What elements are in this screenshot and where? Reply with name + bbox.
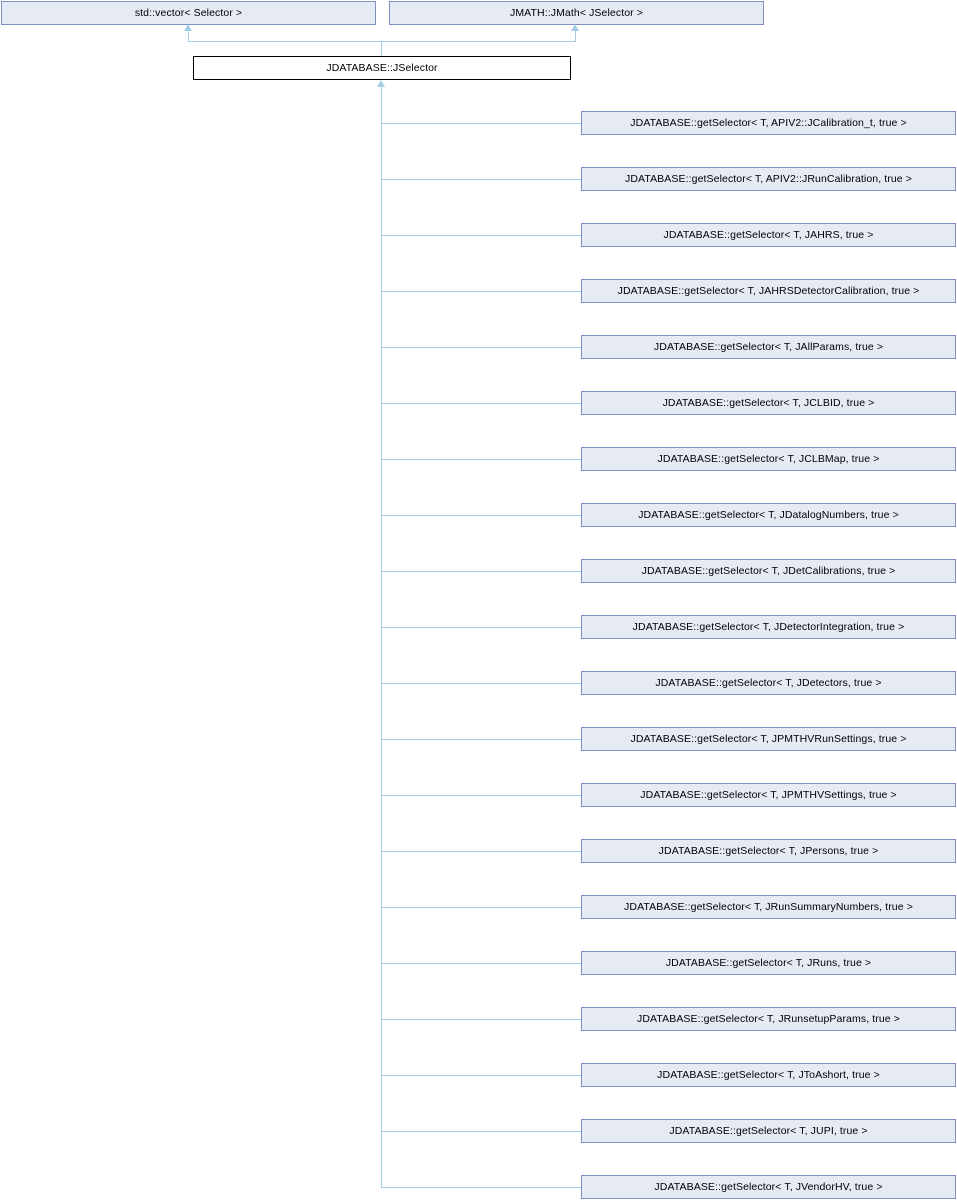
edge-connector-derived-2: [381, 179, 581, 180]
edge-connector-derived-13: [381, 795, 581, 796]
inheritance-arrow-to-jselector: [377, 80, 385, 87]
derived-class-box-17[interactable]: JDATABASE::getSelector< T, JRunsetupPara…: [581, 1007, 956, 1031]
derived-class-box-3[interactable]: JDATABASE::getSelector< T, JAHRS, true >: [581, 223, 956, 247]
edge-connector-derived-4: [381, 291, 581, 292]
derived-class-box-11[interactable]: JDATABASE::getSelector< T, JDetectors, t…: [581, 671, 956, 695]
base-class-box-jmath[interactable]: JMATH::JMath< JSelector >: [389, 1, 764, 25]
edge-connector-derived-5: [381, 347, 581, 348]
edge-connector-derived-6: [381, 403, 581, 404]
edge-connector-derived-8: [381, 515, 581, 516]
derived-class-box-2[interactable]: JDATABASE::getSelector< T, APIV2::JRunCa…: [581, 167, 956, 191]
edge-connector-derived-9: [381, 571, 581, 572]
edge-connector-derived-12: [381, 739, 581, 740]
derived-class-box-8[interactable]: JDATABASE::getSelector< T, JDatalogNumbe…: [581, 503, 956, 527]
edge-riser-jmath: [575, 31, 576, 42]
current-class-box-jselector[interactable]: JDATABASE::JSelector: [193, 56, 571, 80]
derived-class-box-18[interactable]: JDATABASE::getSelector< T, JToAshort, tr…: [581, 1063, 956, 1087]
derived-class-box-19[interactable]: JDATABASE::getSelector< T, JUPI, true >: [581, 1119, 956, 1143]
derived-class-box-1[interactable]: JDATABASE::getSelector< T, APIV2::JCalib…: [581, 111, 956, 135]
edge-riser-std-vector: [188, 31, 189, 42]
inheritance-arrow-to-std-vector: [184, 24, 192, 31]
edge-connector-derived-15: [381, 907, 581, 908]
derived-class-box-16[interactable]: JDATABASE::getSelector< T, JRuns, true >: [581, 951, 956, 975]
derived-class-box-10[interactable]: JDATABASE::getSelector< T, JDetectorInte…: [581, 615, 956, 639]
derived-class-box-15[interactable]: JDATABASE::getSelector< T, JRunSummaryNu…: [581, 895, 956, 919]
edge-connector-derived-1: [381, 123, 581, 124]
edge-connector-derived-10: [381, 627, 581, 628]
derived-class-box-7[interactable]: JDATABASE::getSelector< T, JCLBMap, true…: [581, 447, 956, 471]
edge-derived-trunk: [381, 87, 382, 1188]
derived-class-box-14[interactable]: JDATABASE::getSelector< T, JPersons, tru…: [581, 839, 956, 863]
edge-connector-derived-11: [381, 683, 581, 684]
derived-class-box-13[interactable]: JDATABASE::getSelector< T, JPMTHVSetting…: [581, 783, 956, 807]
edge-connector-derived-3: [381, 235, 581, 236]
edge-connector-derived-18: [381, 1075, 581, 1076]
derived-class-box-9[interactable]: JDATABASE::getSelector< T, JDetCalibrati…: [581, 559, 956, 583]
edge-connector-derived-14: [381, 851, 581, 852]
derived-class-box-4[interactable]: JDATABASE::getSelector< T, JAHRSDetector…: [581, 279, 956, 303]
edge-connector-derived-19: [381, 1131, 581, 1132]
derived-class-box-6[interactable]: JDATABASE::getSelector< T, JCLBID, true …: [581, 391, 956, 415]
base-class-box-std-vector[interactable]: std::vector< Selector >: [1, 1, 376, 25]
edge-connector-derived-7: [381, 459, 581, 460]
edge-connector-derived-16: [381, 963, 581, 964]
derived-class-box-5[interactable]: JDATABASE::getSelector< T, JAllParams, t…: [581, 335, 956, 359]
inheritance-arrow-to-jmath: [571, 24, 579, 31]
edge-connector-derived-20: [381, 1187, 581, 1188]
edge-base-crossbar: [188, 41, 576, 42]
derived-class-box-12[interactable]: JDATABASE::getSelector< T, JPMTHVRunSett…: [581, 727, 956, 751]
derived-class-box-20[interactable]: JDATABASE::getSelector< T, JVendorHV, tr…: [581, 1175, 956, 1199]
edge-stem-to-current-class: [381, 41, 382, 57]
edge-connector-derived-17: [381, 1019, 581, 1020]
